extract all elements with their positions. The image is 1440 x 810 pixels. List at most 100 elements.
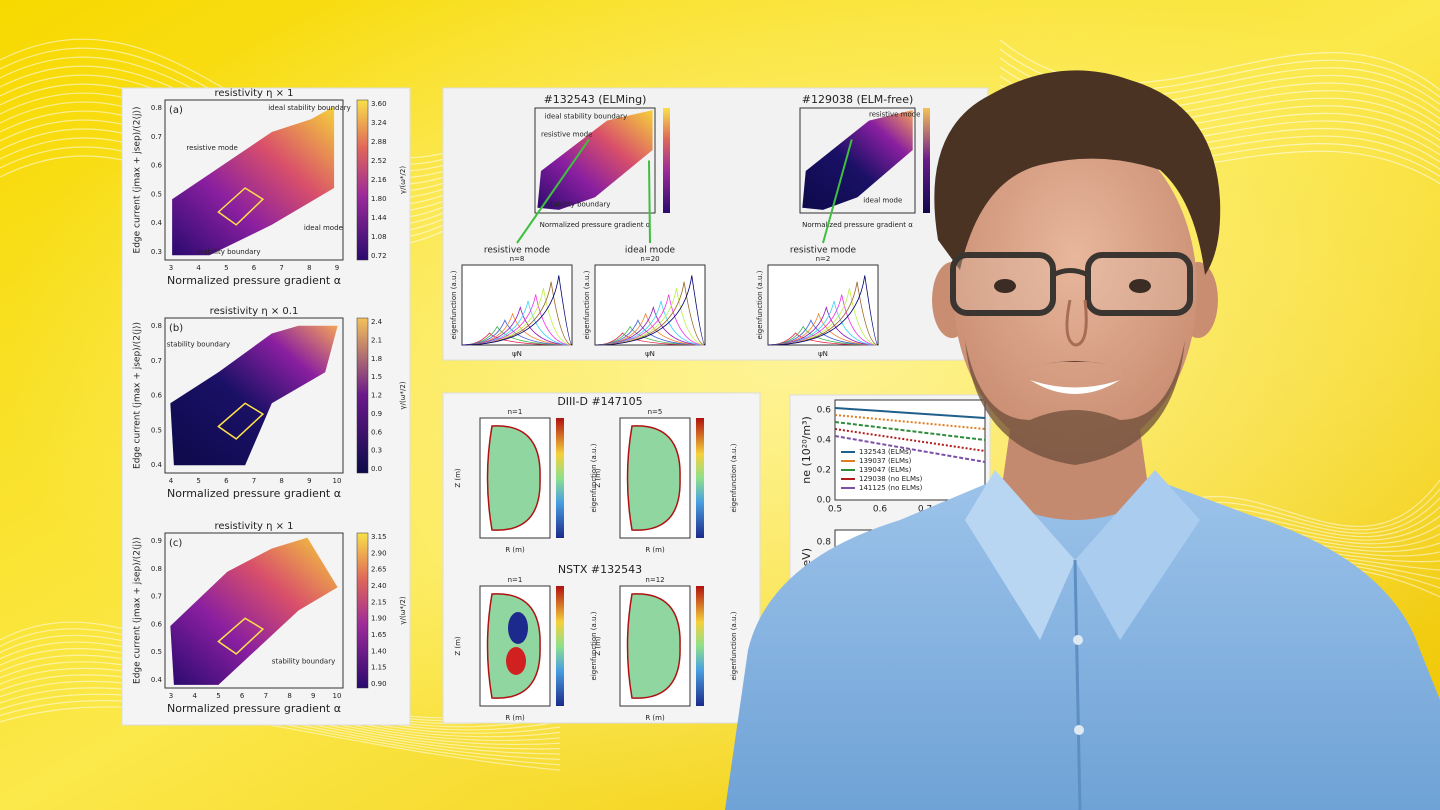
colorbar-tick-label: 2.90 — [371, 549, 387, 557]
annotation: stability boundary — [547, 201, 610, 209]
annotation: ideal mode — [863, 196, 902, 204]
profile-line — [834, 421, 986, 441]
plasma-cross-section — [626, 425, 681, 531]
x-tick-label: 10 — [333, 692, 342, 700]
x-tick-label: 7 — [279, 264, 283, 272]
growth-rate-map — [802, 110, 913, 210]
mode-number: n=20 — [640, 255, 659, 263]
annotation: stability boundary — [167, 340, 230, 348]
plasma-cross-section — [626, 593, 681, 699]
colorbar-tick-label: 1.08 — [371, 233, 387, 241]
plot-frame — [534, 107, 656, 214]
collar-left — [965, 470, 1075, 640]
y-tick-label: 0.6 — [151, 620, 163, 628]
eigenfunction-curve — [767, 325, 879, 346]
x-axis-label: R (m) — [645, 714, 665, 722]
x-axis-label: Normalized pressure gradient α — [167, 487, 341, 500]
colorbar-tick-label: 2.88 — [371, 138, 387, 146]
smile — [1030, 380, 1120, 394]
annotation: ideal stability boundary — [545, 112, 628, 120]
y-tick-label: 0.3 — [151, 248, 162, 256]
shirt — [725, 478, 1440, 810]
colorbar-tick-label: 1.90 — [371, 615, 387, 623]
eigenfunction-curve — [461, 312, 573, 346]
eigenfunction-curve — [594, 288, 706, 346]
moustache — [1020, 361, 1130, 372]
colorbar-tick-label: 1.44 — [371, 214, 387, 222]
eigenfunction-curve — [767, 275, 879, 346]
colorbar-tick-label: 1.40 — [371, 647, 387, 655]
x-tick-label: 9 — [335, 264, 339, 272]
operating-box — [217, 187, 265, 226]
annotation: stability boundary — [197, 248, 260, 256]
colorbar-tick-label: 0.6 — [371, 428, 383, 436]
colorbar-tick-label: 0.3 — [371, 447, 382, 455]
button — [1073, 635, 1083, 645]
x-axis-label: R (m) — [645, 546, 665, 554]
plot-title: resistivity η × 1 — [214, 521, 293, 532]
colorbar — [356, 99, 369, 261]
mode-number: n=2 — [816, 255, 831, 263]
y-axis-label: eigenfunction (a.u.) — [583, 270, 591, 339]
eigenfunction-curve — [461, 305, 573, 346]
x-tick-label: 7 — [252, 477, 256, 485]
colorbar-tick-label: 2.40 — [371, 582, 387, 590]
y-tick-label: 0.8 — [151, 565, 162, 573]
mode-title: resistive mode — [484, 246, 551, 256]
colorbar-label: eigenfunction (a.u.) — [730, 443, 738, 512]
growth-rate-map — [170, 537, 338, 685]
y-tick-label: 0.9 — [151, 537, 162, 545]
x-tick-label: 0.5 — [828, 505, 842, 515]
x-tick-label: 4 — [196, 264, 201, 272]
plot-frame — [799, 107, 916, 214]
profile-line — [834, 414, 986, 430]
eigenfunction-curve — [594, 275, 706, 346]
y-tick-label: 0.0 — [817, 496, 832, 506]
y-axis-label: Z (m) — [454, 636, 462, 656]
x-axis-label: Normalized pressure gradient α — [167, 274, 341, 287]
colorbar — [356, 532, 369, 689]
x-tick-label: 5 — [216, 692, 220, 700]
x-tick-label: 8 — [307, 264, 311, 272]
legend-label: 139047 (ELMs) — [859, 466, 912, 474]
colorbar-tick-label: 2.65 — [371, 566, 387, 574]
colorbar-tick-label: 3.24 — [371, 119, 387, 127]
arrow — [822, 139, 853, 244]
y-axis-label: eigenfunction (a.u.) — [450, 270, 458, 339]
colorbar-tick-label: 1.5 — [371, 373, 382, 381]
person-photo — [725, 70, 1440, 810]
y-axis-label: Edge current (jmax + jsep)/(2⟨j⟩) — [133, 107, 143, 254]
colorbar-tick-label: 2.15 — [371, 598, 387, 606]
x-tick-label: 6 — [240, 692, 245, 700]
x-tick-label: 6 — [224, 477, 229, 485]
glasses-bridge — [1051, 268, 1090, 278]
y-tick-label: 0.5 — [151, 648, 162, 656]
mode-structure — [508, 612, 528, 644]
colorbar-tick-label: 3.60 — [371, 100, 387, 108]
x-tick-label: 9 — [307, 477, 311, 485]
arrow — [648, 160, 651, 244]
y-tick-label: 0.4 — [151, 219, 163, 227]
x-axis-label: ψN — [818, 350, 828, 358]
x-tick-label: 8 — [279, 477, 283, 485]
plot-title: resistivity η × 0.1 — [210, 306, 299, 317]
mode-number: n=5 — [648, 408, 663, 416]
y-tick-label: 0.4 — [817, 436, 832, 446]
mode-number: n=12 — [645, 576, 664, 584]
x-tick-label: 6 — [252, 264, 257, 272]
y-axis-label: Edge current (jmax + jsep)/(2⟨j⟩) — [133, 322, 143, 469]
x-tick-label: 9 — [311, 692, 315, 700]
beard — [965, 340, 1185, 465]
colorbar-label: eigenfunction (a.u.) — [590, 443, 598, 512]
growth-rate-map — [172, 106, 335, 256]
eigenfunction-curve — [594, 319, 706, 346]
colorbar-tick-label: 1.80 — [371, 195, 387, 203]
annotation: resistive mode — [186, 144, 238, 152]
eigenfunction-curve — [461, 275, 573, 346]
eigenfunction-curve — [461, 300, 573, 346]
y-tick-label: 0.8 — [151, 104, 162, 112]
colorbar-tick-label: 3.15 — [371, 533, 387, 541]
y-axis-label: Edge current (jmax + jsep)/(2⟨j⟩) — [133, 537, 143, 684]
